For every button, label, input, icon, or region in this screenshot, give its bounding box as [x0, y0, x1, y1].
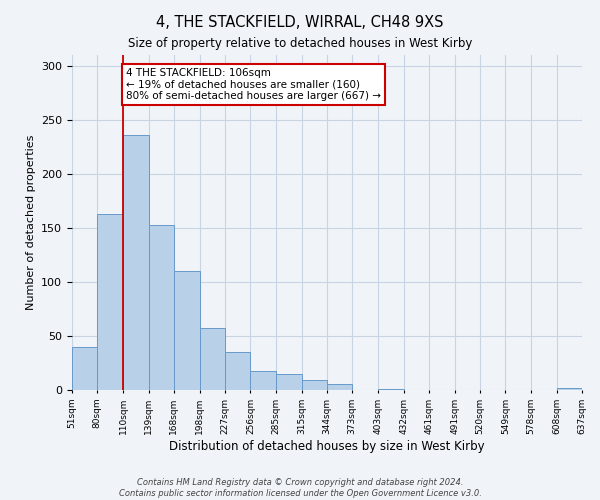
Bar	[557, 388, 582, 390]
Text: 4, THE STACKFIELD, WIRRAL, CH48 9XS: 4, THE STACKFIELD, WIRRAL, CH48 9XS	[156, 15, 444, 30]
Text: Contains HM Land Registry data © Crown copyright and database right 2024.
Contai: Contains HM Land Registry data © Crown c…	[119, 478, 481, 498]
Bar	[174, 271, 200, 390]
Bar	[250, 370, 275, 390]
X-axis label: Distribution of detached houses by size in West Kirby: Distribution of detached houses by size …	[169, 440, 485, 452]
Bar	[124, 135, 149, 390]
Bar	[379, 389, 404, 390]
Y-axis label: Number of detached properties: Number of detached properties	[26, 135, 35, 310]
Bar	[275, 374, 302, 390]
Bar	[225, 352, 250, 390]
Bar	[72, 347, 97, 390]
Bar	[302, 380, 327, 390]
Text: Size of property relative to detached houses in West Kirby: Size of property relative to detached ho…	[128, 38, 472, 51]
Text: 4 THE STACKFIELD: 106sqm
← 19% of detached houses are smaller (160)
80% of semi-: 4 THE STACKFIELD: 106sqm ← 19% of detach…	[126, 68, 381, 101]
Bar	[97, 214, 124, 390]
Bar	[200, 328, 225, 390]
Bar	[149, 224, 174, 390]
Bar	[327, 384, 352, 390]
